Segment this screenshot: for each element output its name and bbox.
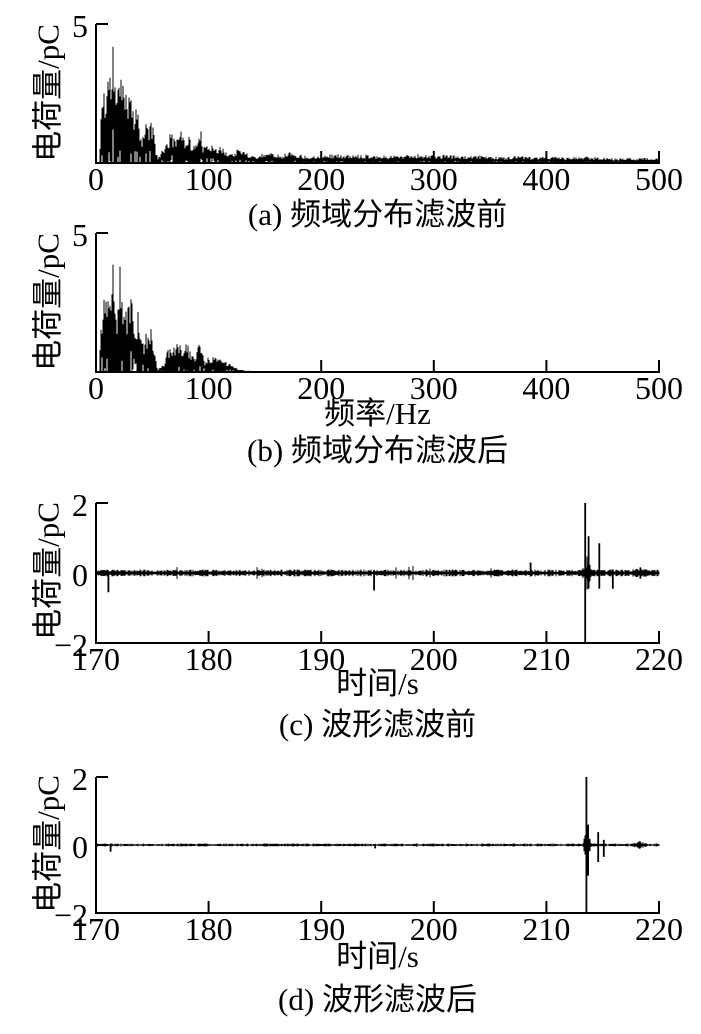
x-tick-label: 210 (522, 911, 570, 947)
x-tick-label: 170 (72, 641, 120, 677)
subplot-a: 0 100 200 300 400 500 5 (72, 8, 683, 197)
x-tick-label: 180 (185, 911, 233, 947)
x-tick-label: 200 (297, 370, 345, 406)
x-tick-label: 190 (297, 911, 345, 947)
caption-a: (a) 频域分布滤波前 (247, 197, 508, 232)
waveform-spikes (107, 503, 642, 643)
subplot-d: 170 180 190 200 210 220 2 0 −2 (54, 761, 683, 947)
x-axis-label-c: 时间/s (336, 666, 419, 701)
x-tick-label: 200 (410, 641, 458, 677)
y-axis-label-d: 电荷量/pC (30, 775, 66, 913)
y-tick-label: 5 (72, 8, 88, 44)
x-tick-label: 400 (522, 161, 570, 197)
x-axis-label-d: 时间/s (336, 939, 419, 974)
caption-c: (c) 波形滤波前 (278, 707, 477, 742)
x-tick-label: 0 (88, 161, 104, 197)
x-tick-label: 220 (635, 641, 683, 677)
x-tick-label: 0 (88, 370, 104, 406)
x-tick-label: 300 (410, 161, 458, 197)
x-tick-label: 200 (410, 911, 458, 947)
x-tick-label: 200 (297, 161, 345, 197)
x-tick-label: 210 (522, 641, 570, 677)
x-tick-label: 300 (410, 370, 458, 406)
x-tick-label: 220 (635, 911, 683, 947)
caption-d: (d) 波形滤波后 (278, 982, 477, 1017)
y-axis-label-c: 电荷量/pC (30, 502, 66, 640)
y-tick-label: −2 (54, 897, 88, 933)
y-tick-label: 2 (72, 761, 88, 797)
x-tick-label: 180 (185, 641, 233, 677)
y-tick-label: 0 (72, 557, 88, 593)
waveform-trace (96, 556, 660, 590)
y-tick-label: 0 (72, 829, 88, 865)
subplot-c: 170 180 190 200 210 220 2 0 −2 (54, 487, 683, 677)
subplot-b: 0 100 200 300 400 500 5 (72, 217, 683, 406)
x-tick-label: 500 (635, 370, 683, 406)
y-tick-label: −2 (54, 627, 88, 663)
x-tick-label: 500 (635, 161, 683, 197)
x-tick-label: 100 (185, 161, 233, 197)
y-tick-label: 5 (72, 217, 88, 253)
x-tick-label: 100 (185, 370, 233, 406)
x-tick-label: 190 (297, 641, 345, 677)
x-tick-label: 170 (72, 911, 120, 947)
y-axis-label-b: 电荷量/pC (30, 233, 66, 371)
spectrum-trace (99, 264, 251, 372)
x-axis-label-b: 频率/Hz (324, 396, 431, 431)
y-tick-label: 2 (72, 487, 88, 523)
caption-b: (b) 频域分布滤波后 (247, 433, 508, 468)
waveform-trace (96, 831, 660, 859)
spectrum-trace (99, 46, 660, 163)
y-axis-label-a: 电荷量/pC (30, 24, 66, 162)
x-tick-label: 400 (522, 370, 570, 406)
waveform-spikes (109, 777, 605, 913)
